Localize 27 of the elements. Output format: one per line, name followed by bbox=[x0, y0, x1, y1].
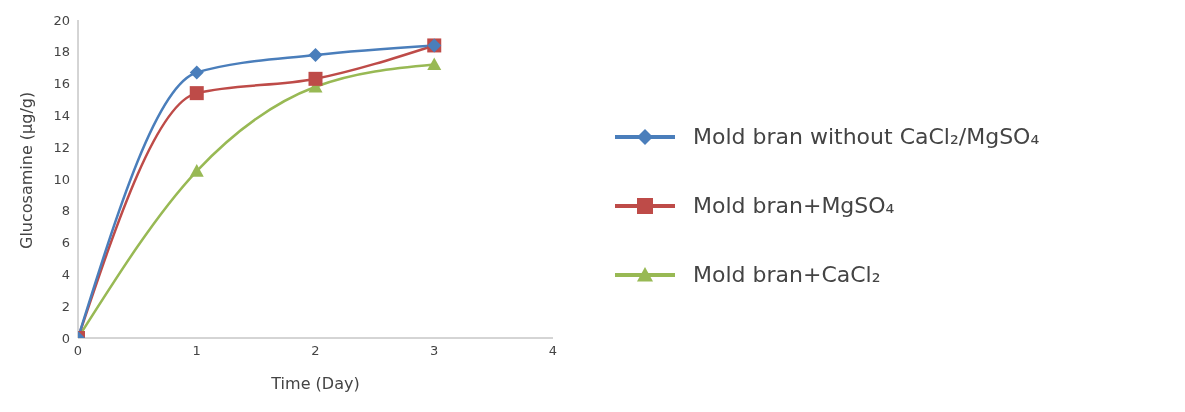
point bbox=[308, 71, 323, 86]
y-tick-label: 4 bbox=[61, 267, 70, 283]
y-tick-label: 6 bbox=[61, 235, 70, 251]
y-tick-label: 16 bbox=[53, 76, 70, 92]
y-tick-label: 12 bbox=[53, 139, 70, 155]
point bbox=[189, 164, 204, 177]
x-axis-title: Time (Day) bbox=[270, 374, 360, 393]
legend-label: Mold bran without CaCl₂/MgSO₄ bbox=[693, 124, 1040, 149]
point bbox=[189, 65, 204, 80]
y-tick-label: 20 bbox=[53, 12, 70, 28]
point bbox=[427, 57, 442, 71]
legend-label: Mold bran+CaCl₂ bbox=[693, 262, 881, 287]
point bbox=[189, 86, 204, 101]
y-tick-label: 14 bbox=[53, 108, 70, 124]
x-tick-label: 2 bbox=[311, 343, 320, 359]
y-tick-label: 0 bbox=[61, 330, 70, 346]
y-tick-label: 18 bbox=[53, 44, 70, 60]
legend-label: Mold bran+MgSO₄ bbox=[693, 193, 895, 218]
x-tick-label: 3 bbox=[430, 343, 439, 359]
x-tick-label: 0 bbox=[73, 343, 83, 359]
x-tick-label: 4 bbox=[548, 343, 558, 359]
point bbox=[308, 47, 323, 62]
y-tick-label: 10 bbox=[53, 171, 70, 187]
y-tick-label: 2 bbox=[61, 298, 70, 314]
x-tick-label: 1 bbox=[192, 343, 201, 359]
y-tick-label: 8 bbox=[61, 203, 70, 219]
y-axis-title: Glucosamine (µg/g) bbox=[16, 91, 36, 249]
